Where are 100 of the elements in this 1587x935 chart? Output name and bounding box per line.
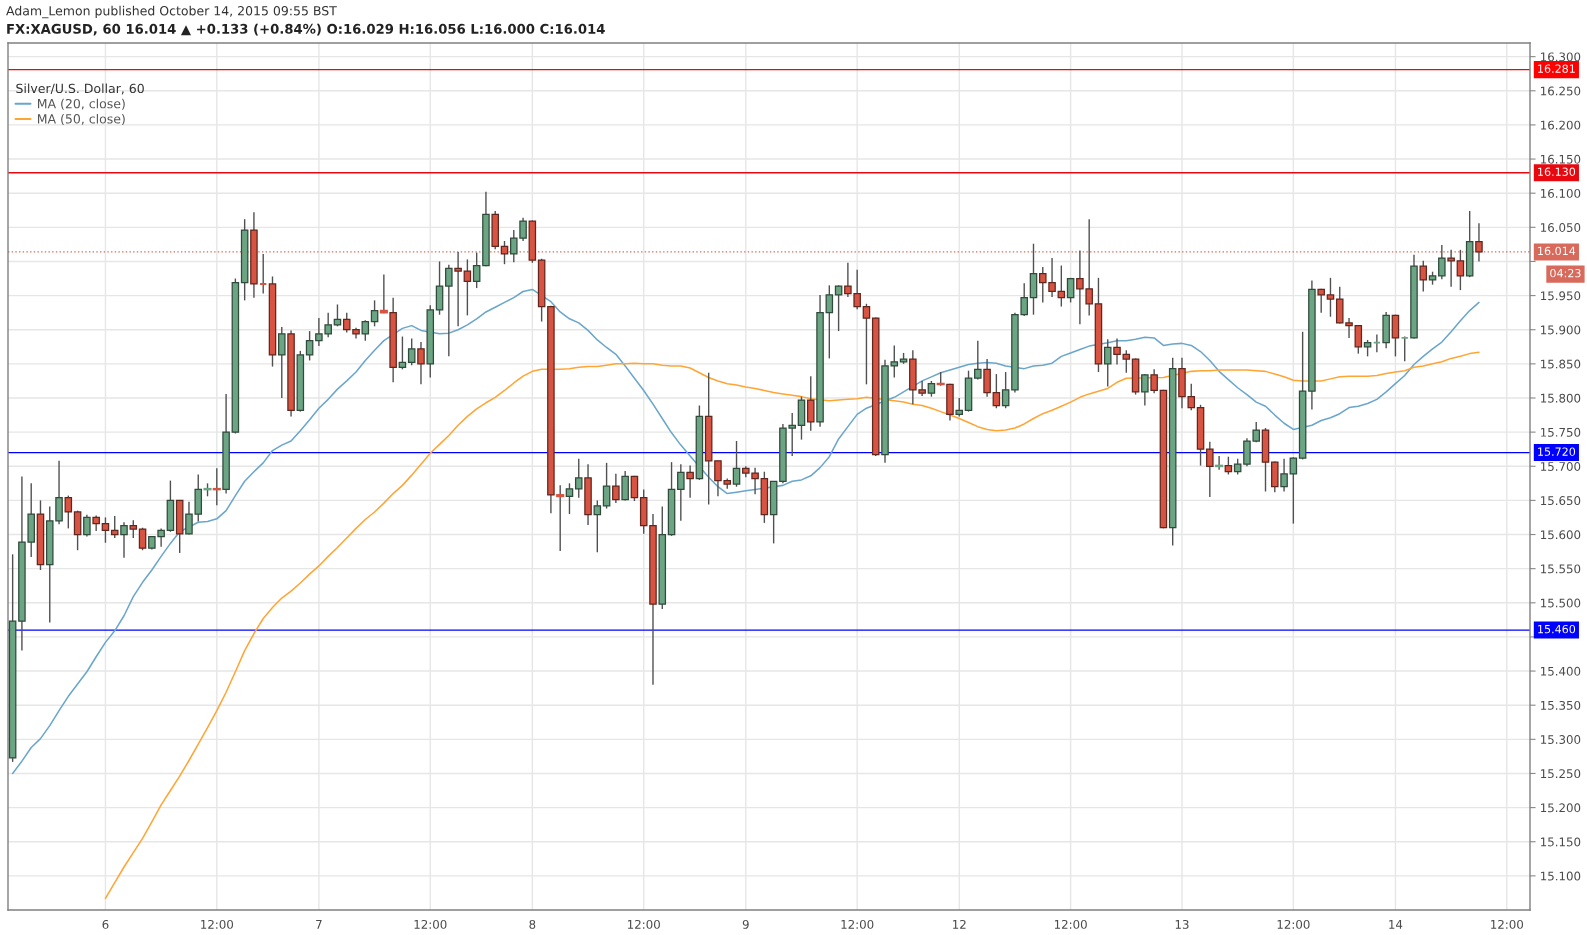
- y-tick-label: 15.900: [1541, 325, 1581, 335]
- y-tick-label: 15.850: [1541, 359, 1581, 369]
- candlestick: [370, 299, 379, 328]
- y-tick-label: 15.300: [1541, 735, 1581, 744]
- y-tick-label: 15.100: [1541, 871, 1581, 881]
- y-tick-label: 16.200: [1541, 120, 1581, 130]
- ref-line-label: 16.130: [1538, 167, 1576, 176]
- candlestick: [83, 514, 91, 538]
- x-tick-label: 12:00: [414, 919, 447, 929]
- y-tick-label: 15.250: [1541, 769, 1581, 779]
- candlestick: [983, 358, 991, 398]
- candlestick: [1141, 373, 1149, 407]
- y-tick-label: 15.750: [1541, 427, 1581, 437]
- x-tick-label: 12:00: [201, 919, 234, 929]
- y-tick-label: 15.950: [1541, 291, 1581, 301]
- legend-title: Silver/U.S. Dollar, 60: [16, 83, 144, 95]
- y-tick-label: 15.400: [1541, 666, 1581, 676]
- candlestick: [417, 341, 425, 386]
- x-tick-label: 14: [1389, 920, 1403, 929]
- ref-line-label: 15.460: [1538, 624, 1576, 634]
- candlestick: [407, 337, 416, 366]
- y-tick-label: 15.650: [1541, 496, 1581, 506]
- candlestick: [1475, 222, 1483, 263]
- x-tick-label: 13: [1175, 919, 1189, 929]
- ref-line-label: 16.281: [1538, 64, 1575, 73]
- y-tick-label: 16.050: [1541, 223, 1581, 232]
- x-tick-label: 8: [529, 919, 536, 929]
- y-tick-label: 15.800: [1541, 393, 1581, 403]
- x-tick-label: 12: [953, 919, 966, 929]
- candlestick: [1057, 264, 1066, 308]
- candlestick: [1001, 371, 1010, 409]
- candlestick: [806, 375, 815, 432]
- candlestick: [862, 303, 871, 386]
- candlestick: [992, 373, 1001, 409]
- y-tick-label: 15.350: [1541, 700, 1581, 710]
- candlestick: [1103, 338, 1112, 388]
- ref-line-label: 16.014: [1538, 246, 1576, 256]
- y-tick-label: 15.550: [1541, 564, 1581, 574]
- x-tick-label: 6: [102, 919, 109, 929]
- x-tick-label: 12:00: [628, 919, 660, 929]
- y-tick-label: 15.500: [1541, 598, 1581, 608]
- candlestick: [565, 482, 574, 515]
- candlestick: [500, 240, 509, 265]
- line-series: [104, 351, 1480, 900]
- candlestick: [834, 284, 843, 332]
- x-tick-label: 12:00: [841, 919, 874, 929]
- candlestick: [1066, 277, 1075, 304]
- candlestick: [454, 251, 462, 328]
- candlestick: [64, 494, 73, 530]
- candlestick: [101, 516, 110, 544]
- candlestick: [1215, 455, 1224, 471]
- candlestick: [1326, 277, 1335, 318]
- y-tick-label: 16.100: [1541, 188, 1581, 198]
- candlestick: [472, 251, 481, 289]
- candlestick: [212, 467, 221, 506]
- candlestick: [1289, 456, 1298, 525]
- chart-subtitle: Adam_Lemon published October 14, 2015 09:55 BST: [6, 5, 337, 19]
- text: 04:23: [1550, 268, 1581, 278]
- candlestick: [435, 260, 444, 316]
- candlestick: [1029, 243, 1038, 316]
- x-tick-label: 7: [316, 920, 322, 929]
- candlestick: [1354, 324, 1363, 355]
- line-series: [11, 288, 1480, 775]
- y-tick-label: 15.200: [1541, 803, 1581, 813]
- candlestick: [1150, 368, 1158, 394]
- candlestick: [686, 464, 694, 499]
- candlestick: [1438, 244, 1446, 280]
- x-tick-label: 12:00: [1277, 919, 1310, 929]
- candlestick: [574, 458, 583, 499]
- candlestick: [305, 330, 314, 362]
- candlestick: [398, 335, 407, 371]
- candlestick: [602, 462, 611, 510]
- legend-label: MA (50, close): [37, 113, 125, 126]
- y-tick-label: 15.600: [1541, 530, 1581, 540]
- y-tick-label: 15.700: [1541, 461, 1581, 471]
- candlestick: [1280, 458, 1288, 493]
- candlestick: [1456, 249, 1465, 291]
- ref-line-label: 15.720: [1538, 447, 1576, 456]
- candlestick: [277, 326, 286, 399]
- y-tick-label: 16.150: [1541, 154, 1581, 164]
- legend-label: MA (20, close): [37, 98, 125, 110]
- candlestick: [732, 440, 741, 488]
- candlestick: [1447, 249, 1455, 288]
- candlestick: [110, 515, 119, 539]
- candlestick: [630, 475, 639, 502]
- candlestick: [612, 473, 620, 504]
- candlestick: [1419, 260, 1428, 293]
- candlestick: [621, 470, 629, 502]
- candlestick: [463, 258, 472, 317]
- candlestick: [825, 284, 834, 360]
- candlestick: [361, 319, 370, 342]
- candlestick: [955, 397, 964, 418]
- candlestick: [974, 339, 982, 381]
- x-tick-label: 9: [742, 919, 749, 929]
- x-tick-label: 12:00: [1054, 919, 1087, 929]
- y-tick-label: 16.300: [1541, 52, 1581, 62]
- candlestick: [1391, 314, 1400, 358]
- candlestick: [120, 521, 128, 559]
- candlestick: [445, 264, 453, 358]
- y-tick-label: 16.250: [1541, 86, 1581, 96]
